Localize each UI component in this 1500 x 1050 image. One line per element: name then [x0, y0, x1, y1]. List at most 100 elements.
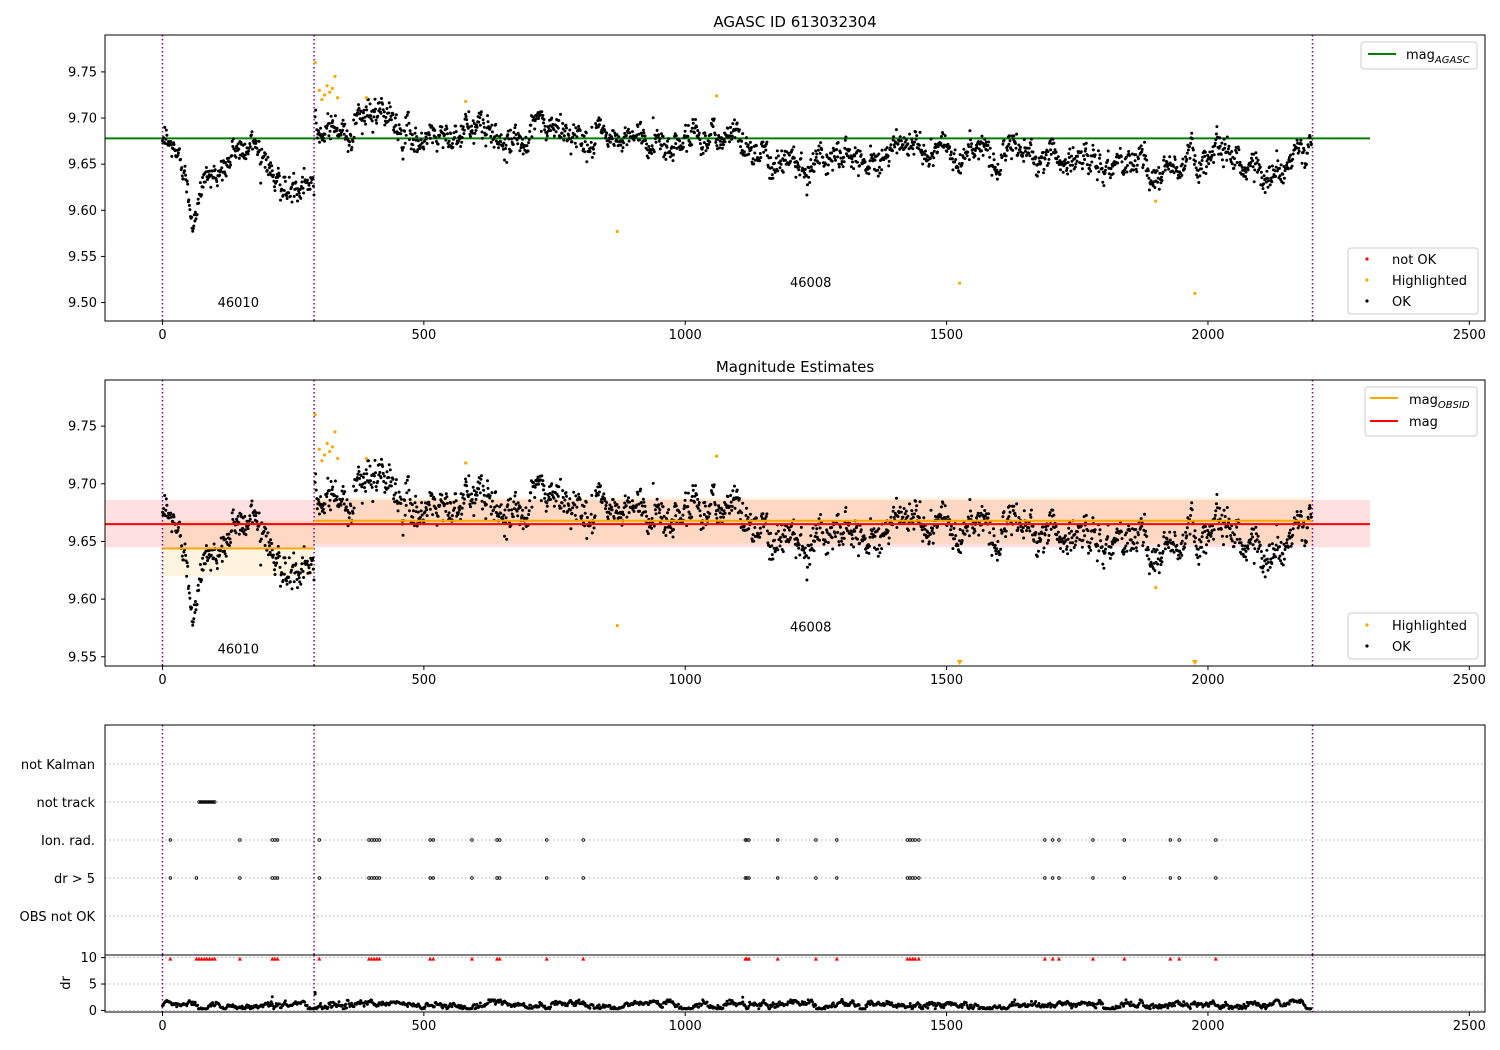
ok-point — [1069, 548, 1073, 552]
ok-point — [1190, 137, 1194, 141]
ok-point — [1252, 561, 1256, 565]
ok-point — [776, 529, 780, 533]
ok-point — [574, 494, 578, 498]
panel1-ytick-label: 9.50 — [68, 296, 97, 311]
ok-point — [1134, 153, 1138, 157]
dr-point — [423, 1005, 427, 1009]
ok-point — [711, 125, 715, 129]
ok-point — [516, 131, 520, 135]
ok-point — [723, 511, 727, 515]
ok-point — [502, 513, 506, 517]
ok-point — [892, 515, 896, 519]
ok-point — [632, 138, 636, 142]
ok-point — [237, 156, 241, 160]
ok-point — [545, 134, 549, 138]
ok-point — [183, 164, 187, 168]
ok-point — [1177, 553, 1180, 557]
ok-point — [1051, 508, 1055, 512]
ok-point — [577, 124, 581, 128]
ok-point — [1196, 547, 1200, 551]
dr-point — [608, 1004, 612, 1008]
ok-point — [758, 159, 762, 163]
highlighted-point — [714, 94, 719, 98]
ok-point — [1302, 148, 1306, 152]
ok-point — [1085, 540, 1089, 544]
ok-point — [660, 132, 663, 136]
ok-point — [1268, 165, 1272, 169]
ok-point — [655, 497, 659, 501]
ok-point — [350, 146, 354, 149]
ok-point — [323, 139, 326, 143]
ok-point — [1109, 167, 1113, 171]
ok-point — [956, 544, 960, 548]
ok-point — [982, 145, 986, 149]
ok-point — [1056, 155, 1060, 159]
ok-point — [872, 152, 876, 156]
ok-point — [1075, 159, 1079, 163]
ok-point — [382, 114, 386, 118]
ok-point — [1021, 530, 1025, 533]
ok-point — [733, 136, 737, 140]
ok-point — [1043, 157, 1047, 161]
ok-point — [275, 179, 279, 183]
ok-point — [523, 148, 527, 152]
ok-point — [309, 181, 313, 185]
ok-point — [965, 529, 969, 533]
ok-point — [212, 164, 216, 168]
ok-point — [1120, 537, 1124, 541]
ion-rad-point — [545, 838, 549, 842]
ok-point — [445, 132, 449, 136]
not-track-point — [205, 800, 209, 804]
ok-point — [575, 505, 579, 509]
ok-point — [1087, 551, 1090, 555]
ok-point — [1153, 186, 1157, 189]
ok-point — [906, 514, 910, 518]
ok-point — [855, 160, 859, 164]
ok-point — [358, 477, 362, 480]
ok-point — [1256, 170, 1259, 174]
ok-point — [980, 149, 983, 153]
ok-point — [627, 127, 630, 131]
ok-point — [894, 128, 898, 132]
ok-point — [365, 108, 369, 112]
ok-point — [567, 504, 571, 507]
ok-point — [971, 147, 975, 151]
ok-point — [1254, 525, 1258, 529]
ok-point — [969, 145, 973, 149]
ok-point — [797, 165, 801, 169]
ok-point — [893, 145, 897, 149]
ok-point — [894, 496, 898, 500]
ok-point — [1001, 515, 1005, 519]
ok-point — [1093, 528, 1097, 532]
ok-point — [1157, 187, 1161, 191]
ok-point — [789, 536, 792, 540]
ok-point — [477, 120, 481, 124]
ok-point — [1252, 527, 1256, 531]
ok-point — [1082, 529, 1085, 533]
ok-point — [774, 156, 778, 160]
ok-point — [949, 153, 953, 157]
ok-point — [936, 150, 939, 154]
ok-point — [413, 149, 416, 153]
ok-point — [704, 149, 708, 153]
ok-point — [798, 173, 802, 177]
ok-point — [493, 135, 497, 139]
ok-point — [471, 119, 475, 123]
ok-point — [479, 477, 483, 481]
ok-point — [621, 510, 624, 514]
ok-point — [273, 568, 276, 572]
ok-point — [877, 165, 881, 169]
panel2-legend-top: magOBSID mag — [1364, 386, 1478, 437]
ok-point — [470, 129, 474, 133]
ok-point — [382, 110, 386, 114]
ok-point — [554, 499, 558, 503]
dr-over-5-point — [317, 876, 322, 880]
ok-point — [950, 157, 954, 161]
ok-point — [408, 129, 412, 133]
ok-point — [1027, 151, 1031, 155]
ok-point — [707, 143, 711, 146]
ok-point — [220, 559, 224, 563]
ok-point — [654, 512, 658, 516]
ok-point — [906, 142, 910, 146]
